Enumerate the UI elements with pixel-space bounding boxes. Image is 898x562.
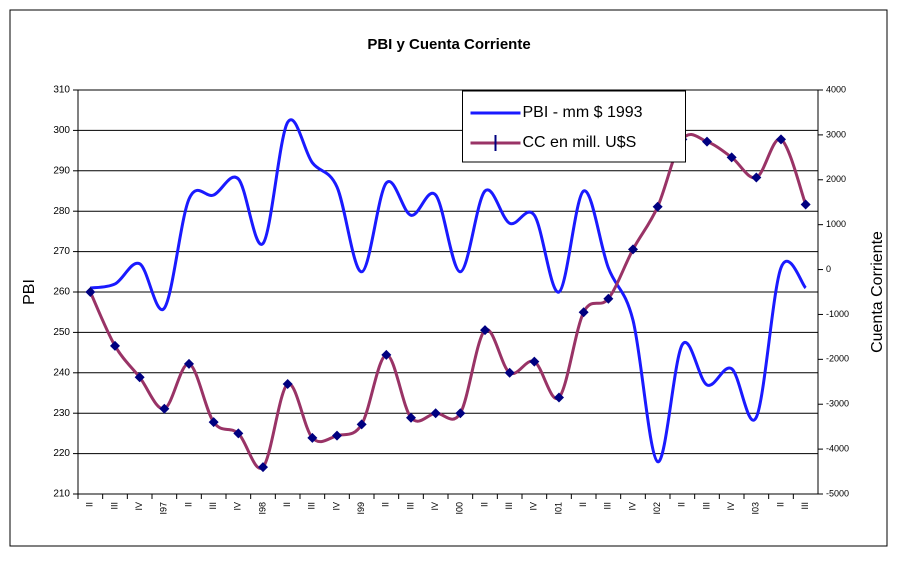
data-point xyxy=(578,307,589,318)
data-point xyxy=(603,293,614,304)
x-tick-label: III xyxy=(701,502,711,510)
data-point xyxy=(85,287,96,297)
data-point xyxy=(307,432,318,443)
x-tick-label: II xyxy=(381,502,391,507)
x-tick-label: III xyxy=(307,502,317,510)
y-tick-label: 260 xyxy=(53,287,70,298)
y-tick-label: 270 xyxy=(53,246,70,257)
y2-tick-label: 3000 xyxy=(826,129,846,139)
y-tick-label: 220 xyxy=(53,448,70,459)
x-tick-label: II xyxy=(578,502,588,507)
data-point xyxy=(134,372,145,383)
legend-label: PBI - mm $ 1993 xyxy=(523,104,643,121)
x-tick-label: II xyxy=(282,502,292,507)
y-tick-label: 230 xyxy=(53,408,70,419)
y2-tick-label: 2000 xyxy=(826,174,846,184)
chart-frame xyxy=(9,9,888,547)
data-point xyxy=(356,419,367,430)
data-point xyxy=(726,152,737,163)
x-tick-label: IV xyxy=(726,502,736,511)
data-point xyxy=(258,462,268,473)
x-tick-label: II xyxy=(85,502,95,507)
x-tick-label: I01 xyxy=(553,502,563,515)
y2-tick-label: -2000 xyxy=(826,354,849,364)
x-tick-label: IV xyxy=(233,502,243,511)
x-tick-label: II xyxy=(183,502,193,507)
data-point xyxy=(332,430,342,441)
data-point xyxy=(430,408,441,419)
y-tick-label: 280 xyxy=(53,206,70,217)
x-tick-label: I99 xyxy=(356,502,366,515)
y-tick-label: 250 xyxy=(53,327,70,338)
x-tick-label: II xyxy=(775,502,785,507)
y2-tick-label: -4000 xyxy=(826,443,849,453)
legend-label: CC en mill. U$S xyxy=(523,134,637,151)
data-point xyxy=(800,199,811,210)
y-tick-label: 290 xyxy=(53,165,70,176)
data-point xyxy=(184,358,194,369)
legend-box xyxy=(462,90,686,163)
y2-tick-label: -1000 xyxy=(826,309,849,319)
data-point xyxy=(652,201,663,212)
x-tick-label: IV xyxy=(331,502,341,511)
y2-axis-label: Cuenta Corriente xyxy=(869,231,886,353)
y2-tick-label: -5000 xyxy=(826,488,849,498)
x-tick-label: I02 xyxy=(652,502,662,515)
data-point xyxy=(381,349,392,360)
x-tick-label: I00 xyxy=(455,502,465,515)
data-point xyxy=(233,428,244,439)
data-point xyxy=(776,134,786,145)
x-tick-label: III xyxy=(109,502,119,510)
x-tick-label: IV xyxy=(134,502,144,511)
x-tick-label: III xyxy=(405,502,415,510)
data-point xyxy=(110,340,120,351)
x-tick-label: I97 xyxy=(159,502,169,515)
y2-tick-label: 0 xyxy=(826,264,831,274)
y-tick-label: 210 xyxy=(53,489,70,500)
data-point xyxy=(751,172,762,183)
x-tick-label: IV xyxy=(529,502,539,511)
data-point xyxy=(406,412,416,423)
data-point xyxy=(504,367,515,378)
x-tick-label: I03 xyxy=(751,502,761,515)
x-tick-label: I98 xyxy=(257,502,267,515)
data-point xyxy=(480,325,490,336)
y-tick-label: 300 xyxy=(53,125,70,136)
data-point xyxy=(159,403,170,414)
y-tick-label: 240 xyxy=(53,367,70,378)
x-tick-label: II xyxy=(677,502,687,507)
data-point xyxy=(702,136,712,147)
series-line xyxy=(90,118,807,464)
y2-tick-label: 1000 xyxy=(826,219,846,229)
x-tick-label: IV xyxy=(627,502,637,511)
data-point xyxy=(455,408,466,419)
y2-tick-label: -3000 xyxy=(826,399,849,409)
data-point xyxy=(529,356,540,367)
x-tick-label: III xyxy=(208,502,218,510)
y-axis-label: PBI xyxy=(21,279,38,305)
x-tick-label: III xyxy=(800,502,810,510)
data-point xyxy=(282,379,293,390)
data-point xyxy=(554,392,564,403)
x-tick-label: III xyxy=(603,502,613,510)
y-tick-label: 310 xyxy=(53,85,70,96)
x-tick-label: III xyxy=(504,502,514,510)
y2-tick-label: 4000 xyxy=(826,84,846,94)
data-point xyxy=(628,244,638,255)
x-tick-label: II xyxy=(479,502,489,507)
x-tick-label: IV xyxy=(430,502,440,511)
chart-title: PBI y Cuenta Corriente xyxy=(367,36,530,53)
data-point xyxy=(208,417,219,428)
